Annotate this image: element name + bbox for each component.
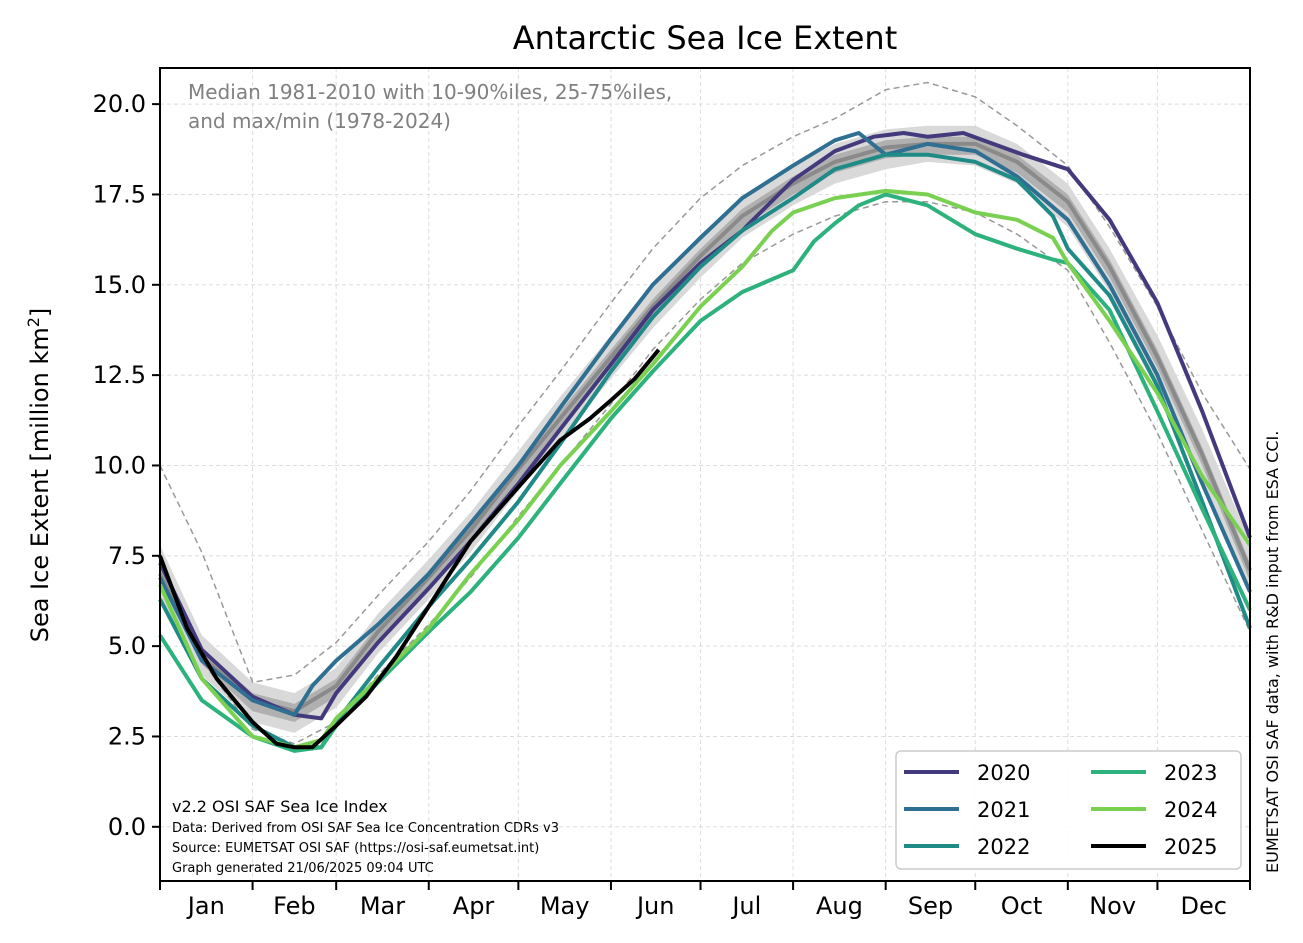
legend-label-2022: 2022 <box>977 835 1030 859</box>
credit-version: v2.2 OSI SAF Sea Ice Index <box>172 797 388 816</box>
x-tick-label: May <box>540 892 590 920</box>
x-tick-label: Jan <box>186 892 225 920</box>
y-tick-label: 15.0 <box>93 271 146 299</box>
y-axis-label-main: Sea Ice Extent [million km <box>26 327 54 642</box>
x-tick-label: Jul <box>730 892 761 920</box>
y-axis-label-superscript: 2 <box>24 317 43 327</box>
y-tick-label: 2.5 <box>108 722 146 750</box>
series-line-2025 <box>158 348 661 750</box>
legend-label-2021: 2021 <box>977 798 1030 822</box>
x-tick-label: Sep <box>908 892 953 920</box>
x-tick-label: Feb <box>273 892 316 920</box>
chart-title: Antarctic Sea Ice Extent <box>513 19 897 57</box>
y-tick-label: 7.5 <box>108 542 146 570</box>
legend-label-2023: 2023 <box>1164 761 1217 785</box>
median-line <box>158 141 1252 714</box>
y-tick-label: 17.5 <box>93 180 146 208</box>
x-tick-label: Jun <box>635 892 675 920</box>
y-tick-label: 10.0 <box>93 451 146 479</box>
credit-source: Source: EUMETSAT OSI SAF (https://osi-sa… <box>172 841 539 856</box>
series-line-2024 <box>158 188 1252 750</box>
x-tick-label: Aug <box>816 892 863 920</box>
y-tick-label: 5.0 <box>108 632 146 660</box>
median-note-line-1: Median 1981-2010 with 10-90%iles, 25-75%… <box>188 80 672 104</box>
credit-data: Data: Derived from OSI SAF Sea Ice Conce… <box>172 821 559 836</box>
y-tick-label: 12.5 <box>93 361 146 389</box>
y-axis-label: Sea Ice Extent [million km2] <box>24 308 54 643</box>
max-line <box>159 81 1251 684</box>
legend-label-2020: 2020 <box>977 761 1030 785</box>
x-tick-label: Oct <box>1001 892 1043 920</box>
x-tick-label: Nov <box>1089 892 1136 920</box>
y-tick-label: 20.0 <box>93 90 146 118</box>
y-axis-label-end: ] <box>26 308 54 317</box>
side-attribution: EUMETSAT OSI SAF data, with R&D input fr… <box>1263 431 1282 873</box>
x-tick-label: Dec <box>1180 892 1226 920</box>
y-tick-label: 0.0 <box>108 813 146 841</box>
median-note-line-2: and max/min (1978-2024) <box>188 109 451 133</box>
series-line-2023 <box>158 192 1252 753</box>
series-lines <box>158 131 1252 753</box>
plot-frame <box>159 67 1251 882</box>
x-tick-label: Mar <box>360 892 405 920</box>
y-axis: 0.0 2.5 5.0 7.5 10.0 12.5 15.0 17.5 20.0 <box>93 90 160 841</box>
series-line-2021 <box>158 131 1252 717</box>
legend-box <box>895 750 1242 870</box>
x-axis: Jan Feb Mar Apr May Jun Jul Aug Sep Oct Nov Dec <box>159 881 1251 920</box>
legend-label-2025: 2025 <box>1164 835 1217 859</box>
credit-generated: Graph generated 21/06/2025 09:04 UTC <box>172 861 434 876</box>
legend: 2020 2021 2022 2023 2024 2025 <box>895 750 1242 870</box>
x-tick-label: Apr <box>453 892 495 920</box>
legend-label-2024: 2024 <box>1164 798 1217 822</box>
